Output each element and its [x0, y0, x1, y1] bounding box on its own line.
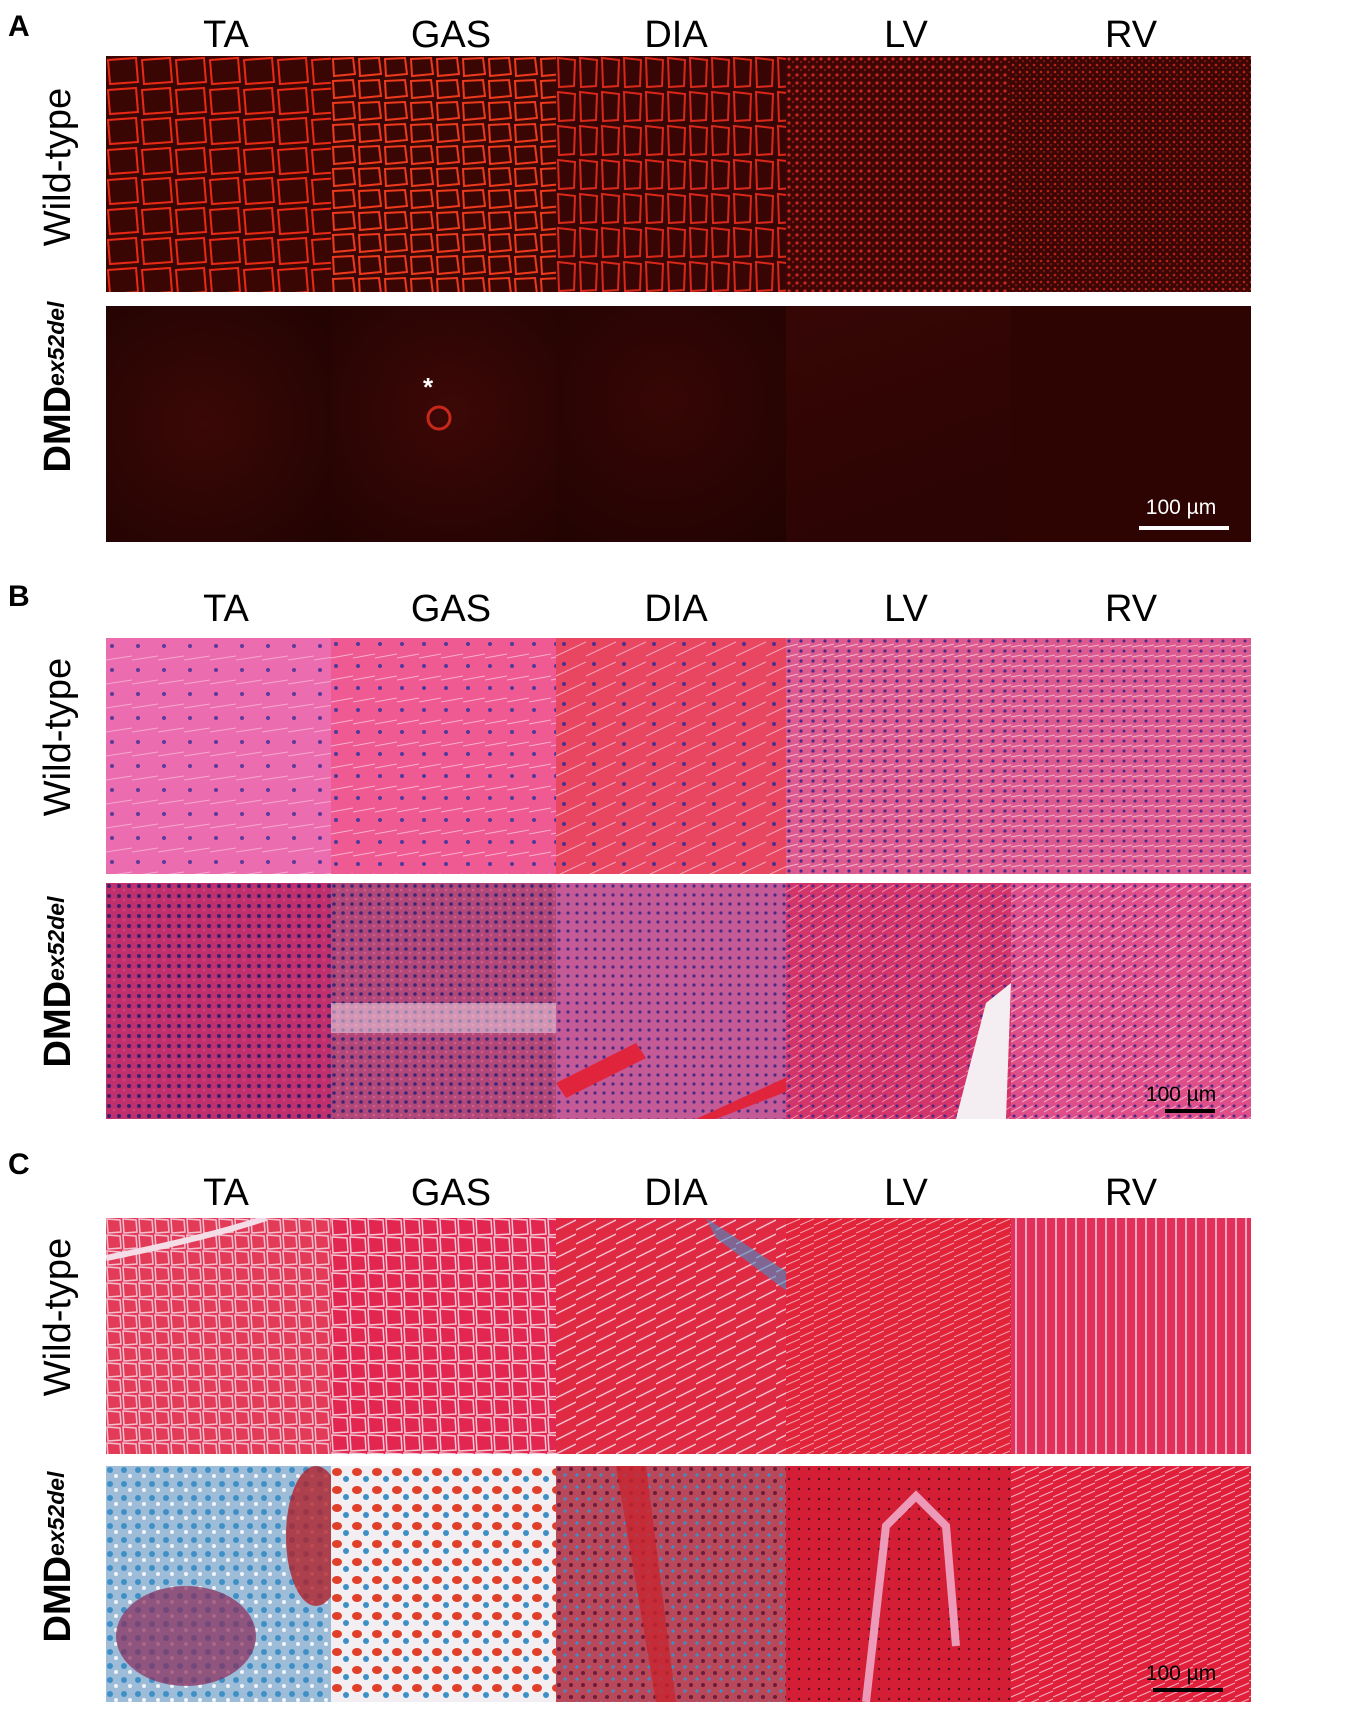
micrograph-b-dmd-rv: 100 µm — [1011, 883, 1251, 1119]
micrograph-c-dmd-ta — [106, 1466, 346, 1702]
micrograph-a-wildtype-ta — [106, 56, 346, 292]
micrograph-c-dmd-lv — [786, 1466, 1026, 1702]
col-label-ta: TA — [203, 1172, 249, 1214]
micrograph-c-wildtype-dia — [556, 1218, 796, 1454]
col-label-rv: RV — [1104, 14, 1158, 56]
panel-letter-c: C — [8, 1148, 30, 1181]
col-label-lv: LV — [884, 1172, 928, 1214]
col-label-ta: TA — [203, 588, 249, 630]
micrograph-a-wildtype-rv — [1011, 56, 1251, 292]
col-label-ta: TA — [203, 14, 249, 56]
micrograph-a-dmd-dia — [556, 306, 796, 542]
micrograph-a-wildtype-dia — [556, 56, 796, 292]
col-label-gas: GAS — [410, 1172, 492, 1214]
row-label-dmd: DMD ex52del — [36, 896, 79, 1068]
col-label-gas: GAS — [410, 588, 492, 630]
col-label-lv: LV — [884, 14, 928, 56]
asterisk-marker: * — [423, 372, 434, 402]
row-label-wild-type: Wild-type — [36, 87, 79, 247]
micrograph-a-wildtype-gas — [331, 56, 571, 292]
col-label-dia: DIA — [644, 14, 708, 56]
micrograph-b-wildtype-rv — [1011, 638, 1251, 874]
micrograph-c-wildtype-rv — [1011, 1218, 1251, 1454]
micrograph-c-wildtype-ta — [106, 1218, 346, 1454]
micrograph-a-dmd-gas: * — [331, 306, 571, 542]
col-label-dia: DIA — [644, 588, 708, 630]
micrograph-b-dmd-lv — [786, 883, 1026, 1119]
scale-bar-label: 100 µm — [1145, 1083, 1217, 1106]
micrograph-c-wildtype-gas — [331, 1218, 571, 1454]
col-label-rv: RV — [1104, 588, 1158, 630]
scale-bar-line — [1153, 1688, 1223, 1692]
micrograph-b-dmd-ta — [106, 883, 346, 1119]
micrograph-c-dmd-gas — [331, 1466, 571, 1702]
micrograph-a-dmd-rv: 100 µm — [1011, 306, 1251, 542]
micrograph-b-wildtype-gas — [331, 638, 571, 874]
micrograph-a-dmd-ta — [106, 306, 346, 542]
col-label-rv: RV — [1104, 1172, 1158, 1214]
micrograph-b-wildtype-dia — [556, 638, 796, 874]
micrograph-c-wildtype-lv — [786, 1218, 1026, 1454]
micrograph-a-wildtype-lv — [786, 56, 1026, 292]
col-label-gas: GAS — [410, 14, 492, 56]
row-label-dmd: DMD ex52del — [36, 1471, 79, 1643]
scale-bar-label: 100 µm — [1145, 1662, 1217, 1685]
scale-bar-line — [1139, 526, 1229, 530]
micrograph-b-dmd-dia — [556, 883, 796, 1119]
micrograph-c-dmd-rv: 100 µm — [1011, 1466, 1251, 1702]
micrograph-c-dmd-dia — [556, 1466, 796, 1702]
micrograph-b-wildtype-ta — [106, 638, 346, 874]
micrograph-b-wildtype-lv — [786, 638, 1026, 874]
scale-bar-line — [1165, 1109, 1215, 1113]
panel-letter-a: A — [8, 10, 30, 43]
panel-letter-b: B — [8, 580, 30, 613]
micrograph-b-dmd-gas — [331, 883, 571, 1119]
row-label-wild-type: Wild-type — [36, 1237, 79, 1397]
micrograph-a-dmd-lv — [786, 306, 1026, 542]
row-label-wild-type: Wild-type — [36, 657, 79, 817]
scale-bar-label: 100 µm — [1145, 496, 1217, 519]
col-label-dia: DIA — [644, 1172, 708, 1214]
row-label-dmd: DMD ex52del — [36, 301, 79, 473]
col-label-lv: LV — [884, 588, 928, 630]
